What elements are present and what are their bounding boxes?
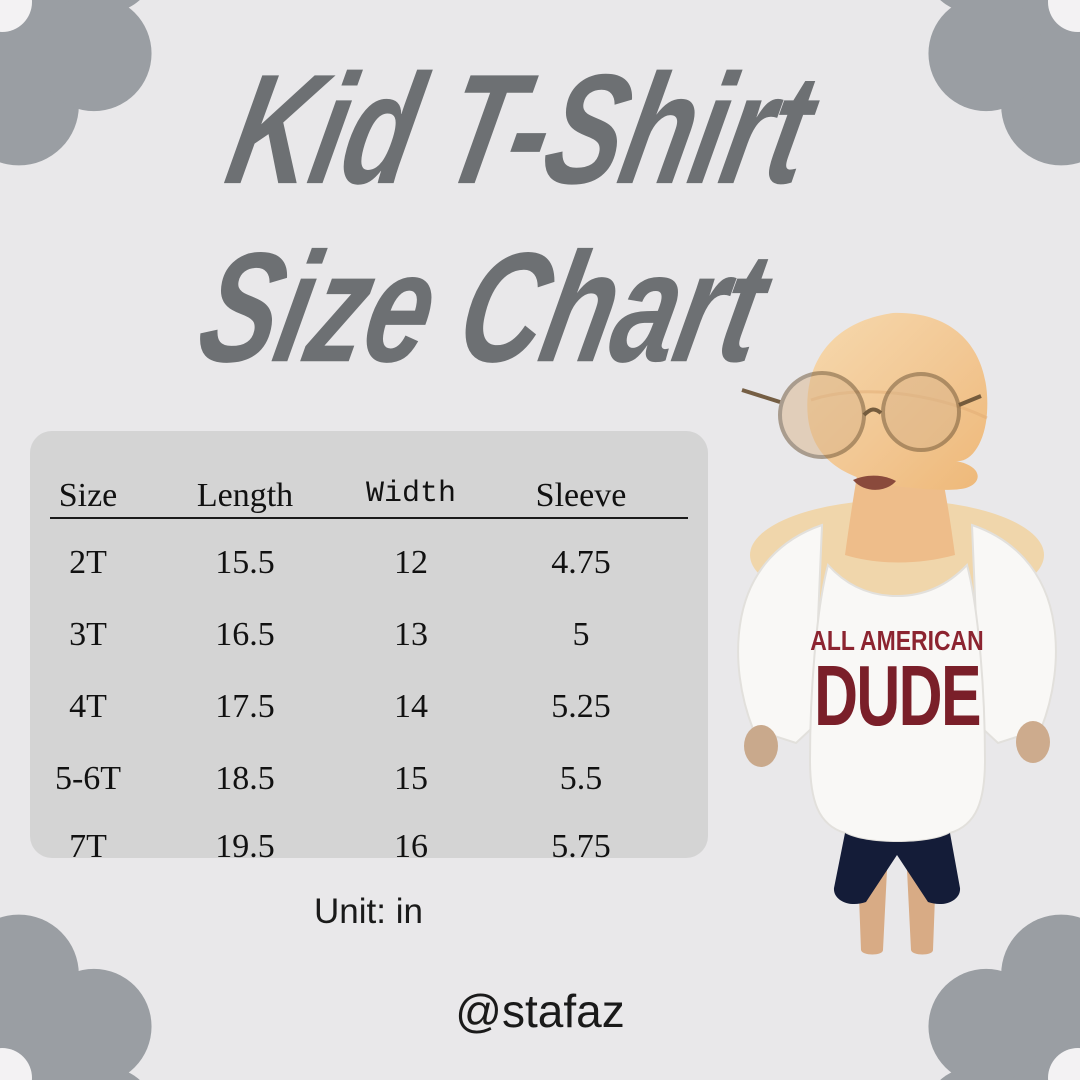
svg-text:DUDE: DUDE bbox=[814, 648, 980, 744]
